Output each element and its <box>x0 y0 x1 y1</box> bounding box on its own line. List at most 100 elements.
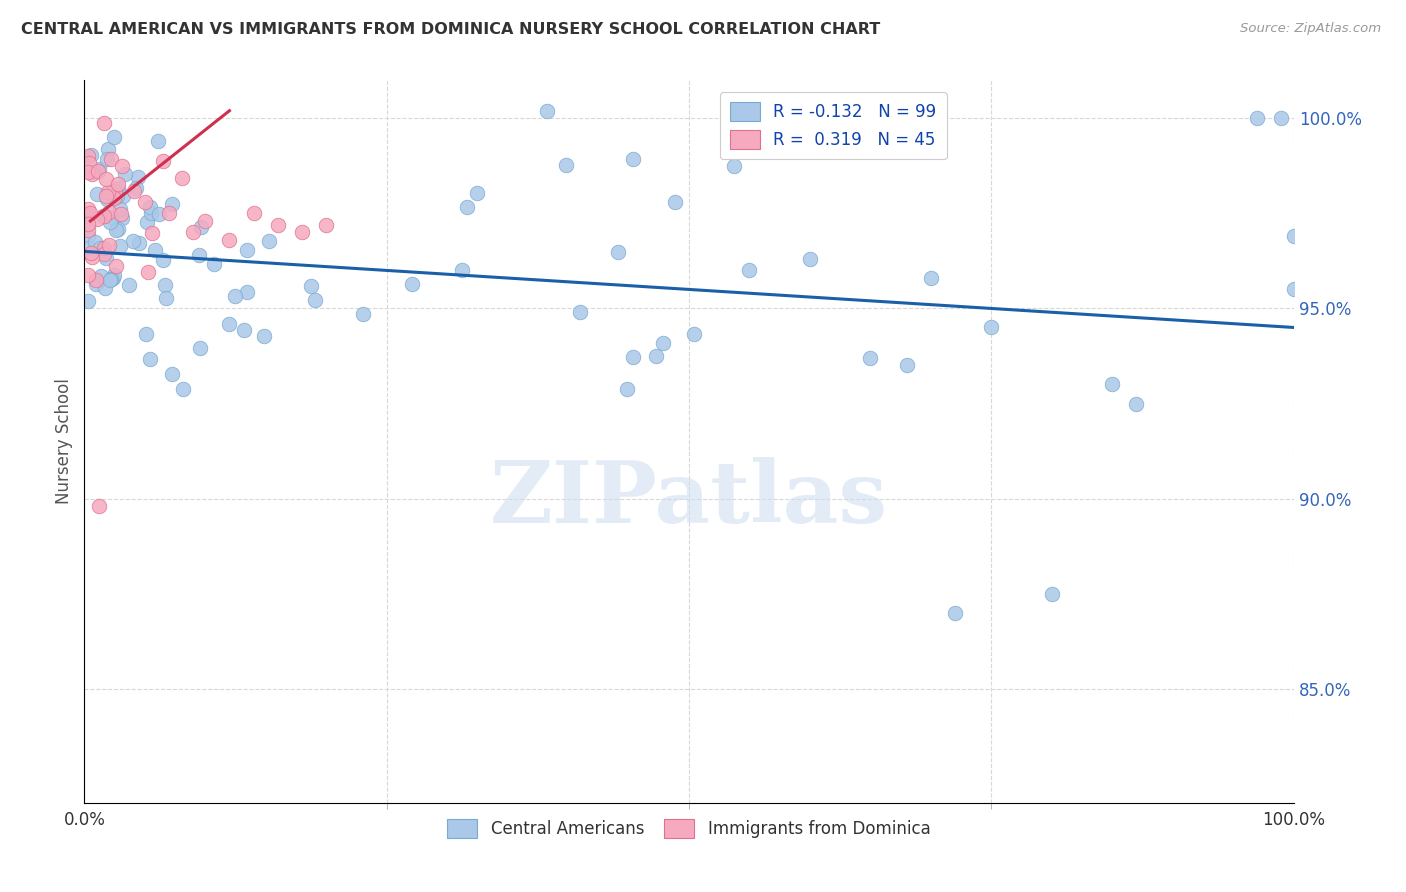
Point <box>190 219 212 234</box>
Point <box>141 226 163 240</box>
Point <box>980 320 1002 334</box>
Point <box>1282 229 1305 244</box>
Point <box>77 223 100 237</box>
Point <box>267 218 290 232</box>
Point <box>103 190 125 204</box>
Point <box>181 226 204 240</box>
Point <box>1270 112 1292 126</box>
Point <box>84 235 107 249</box>
Point <box>315 218 337 232</box>
Point <box>218 317 240 331</box>
Point <box>257 234 280 248</box>
Point <box>291 226 314 240</box>
Legend: Central Americans, Immigrants from Dominica: Central Americans, Immigrants from Domin… <box>441 813 936 845</box>
Point <box>621 152 644 166</box>
Point <box>190 341 212 355</box>
Point <box>738 263 761 277</box>
Point <box>465 186 488 200</box>
Point <box>1125 396 1147 410</box>
Point <box>103 130 125 145</box>
Point <box>97 204 120 219</box>
Point <box>77 202 100 216</box>
Point <box>89 241 111 255</box>
Point <box>77 268 100 282</box>
Point <box>86 211 108 226</box>
Point <box>77 208 100 222</box>
Point <box>401 277 423 291</box>
Point <box>127 170 149 185</box>
Point <box>233 323 256 337</box>
Point <box>242 206 264 220</box>
Point <box>143 243 166 257</box>
Point <box>1246 112 1268 126</box>
Point <box>97 185 120 199</box>
Point <box>456 200 478 214</box>
Point <box>93 209 115 223</box>
Point <box>87 499 110 513</box>
Point <box>651 336 673 351</box>
Point <box>86 186 108 201</box>
Point <box>160 367 183 381</box>
Point <box>80 148 103 162</box>
Point <box>118 278 141 293</box>
Point <box>104 184 127 198</box>
Point <box>83 165 105 179</box>
Point <box>555 157 578 171</box>
Point <box>664 195 686 210</box>
Point <box>111 189 134 203</box>
Point <box>606 244 628 259</box>
Point <box>218 233 240 247</box>
Point <box>157 206 180 220</box>
Point <box>155 291 177 305</box>
Point <box>77 293 100 308</box>
Point <box>451 263 474 277</box>
Point <box>146 134 169 148</box>
Point <box>103 268 125 283</box>
Point <box>77 217 100 231</box>
Point <box>723 159 745 173</box>
Point <box>107 181 129 195</box>
Point <box>91 209 114 223</box>
Point <box>799 252 821 266</box>
Point <box>98 273 121 287</box>
Point <box>107 177 129 191</box>
Point <box>108 202 131 216</box>
Point <box>162 197 184 211</box>
Point <box>920 271 942 285</box>
Point <box>253 329 276 343</box>
Point <box>128 235 150 250</box>
Point <box>683 327 706 342</box>
Point <box>90 269 112 284</box>
Point <box>125 181 148 195</box>
Point <box>110 207 132 221</box>
Point <box>153 277 176 292</box>
Point <box>224 289 246 303</box>
Point <box>77 156 100 170</box>
Point <box>77 241 100 255</box>
Point <box>1282 282 1305 296</box>
Point <box>96 189 118 203</box>
Point <box>235 285 257 300</box>
Point <box>86 273 108 287</box>
Point <box>148 207 170 221</box>
Text: Source: ZipAtlas.com: Source: ZipAtlas.com <box>1240 22 1381 36</box>
Point <box>859 351 882 365</box>
Point <box>616 382 638 396</box>
Point <box>170 170 193 185</box>
Point <box>96 252 118 266</box>
Point <box>111 211 134 226</box>
Point <box>79 246 101 260</box>
Point <box>135 214 157 228</box>
Point <box>84 277 107 291</box>
Point <box>114 167 136 181</box>
Point <box>80 167 103 181</box>
Point <box>139 352 162 367</box>
Point <box>896 359 918 373</box>
Point <box>141 206 163 220</box>
Point <box>1101 377 1123 392</box>
Point <box>98 215 121 229</box>
Point <box>194 214 217 228</box>
Point <box>187 248 209 262</box>
Point <box>122 184 145 198</box>
Point <box>134 194 156 209</box>
